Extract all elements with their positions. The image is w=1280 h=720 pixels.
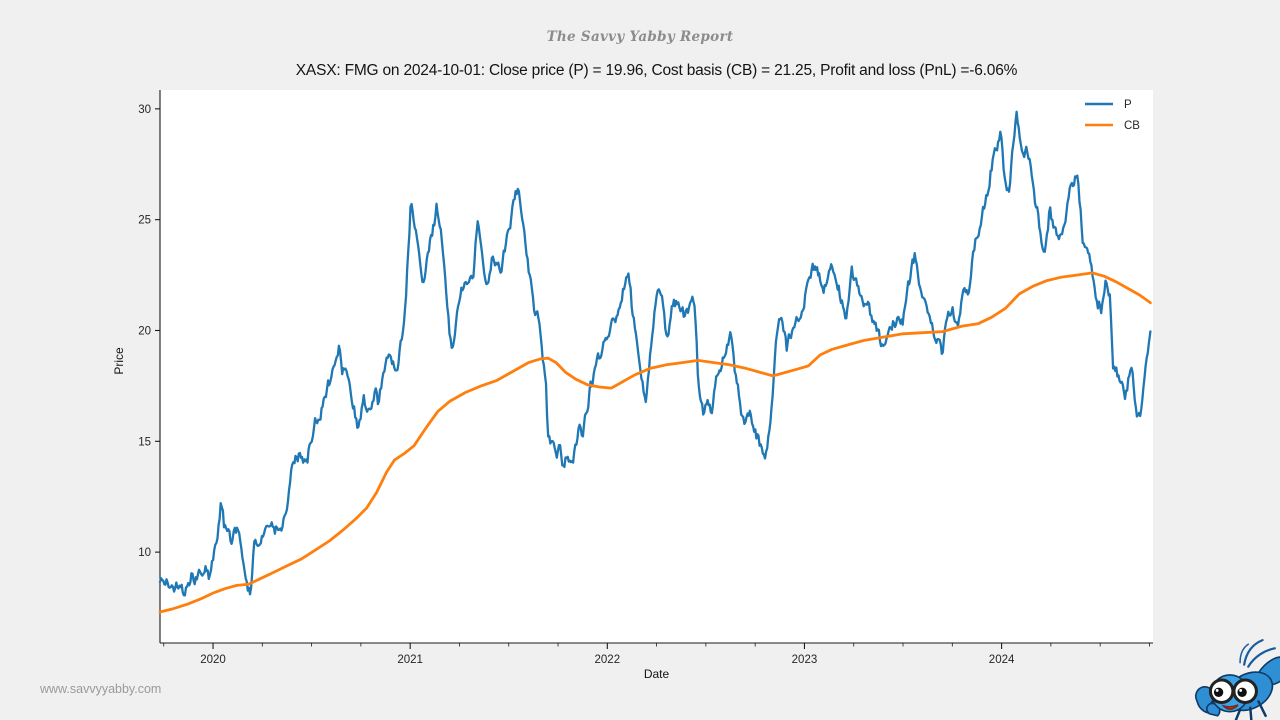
y-tick-label: 30 bbox=[138, 104, 151, 116]
x-tick-label: 2021 bbox=[397, 654, 423, 666]
watermark-url: www.savvyyabby.com bbox=[40, 682, 162, 696]
series-CB bbox=[158, 271, 1152, 614]
mascot-leg bbox=[1257, 700, 1267, 718]
mascot-antenna bbox=[1243, 639, 1264, 666]
axes bbox=[155, 90, 1153, 649]
mascot-glasses bbox=[1208, 678, 1258, 705]
mascot-antenna bbox=[1247, 647, 1276, 668]
mascot-antenna bbox=[1239, 643, 1250, 664]
x-tick-label: 2020 bbox=[200, 654, 226, 666]
report-title: The Savvy Yabby Report bbox=[546, 29, 734, 45]
mascot-leg bbox=[1234, 708, 1242, 720]
series-P bbox=[158, 110, 1152, 597]
legend-label-P: P bbox=[1124, 99, 1132, 111]
y-tick-label: 25 bbox=[138, 215, 151, 227]
mascot-leg bbox=[1249, 706, 1253, 720]
mascot-mouth bbox=[1220, 704, 1239, 710]
legend: P CB bbox=[1085, 99, 1140, 132]
x-tick-label: 2023 bbox=[792, 654, 818, 666]
legend-label-CB: CB bbox=[1124, 120, 1140, 132]
x-tick-label: 2022 bbox=[595, 654, 621, 666]
y-tick-label: 20 bbox=[138, 325, 151, 337]
y-tick-label: 10 bbox=[138, 547, 151, 559]
chart-title: XASX: FMG on 2024-10-01: Close price (P)… bbox=[295, 62, 1018, 79]
x-tick-label: 2024 bbox=[989, 654, 1015, 666]
x-axis-label: Date bbox=[643, 667, 670, 681]
y-tick-label: 15 bbox=[138, 436, 151, 448]
yabby-mascot-icon bbox=[1195, 639, 1280, 720]
